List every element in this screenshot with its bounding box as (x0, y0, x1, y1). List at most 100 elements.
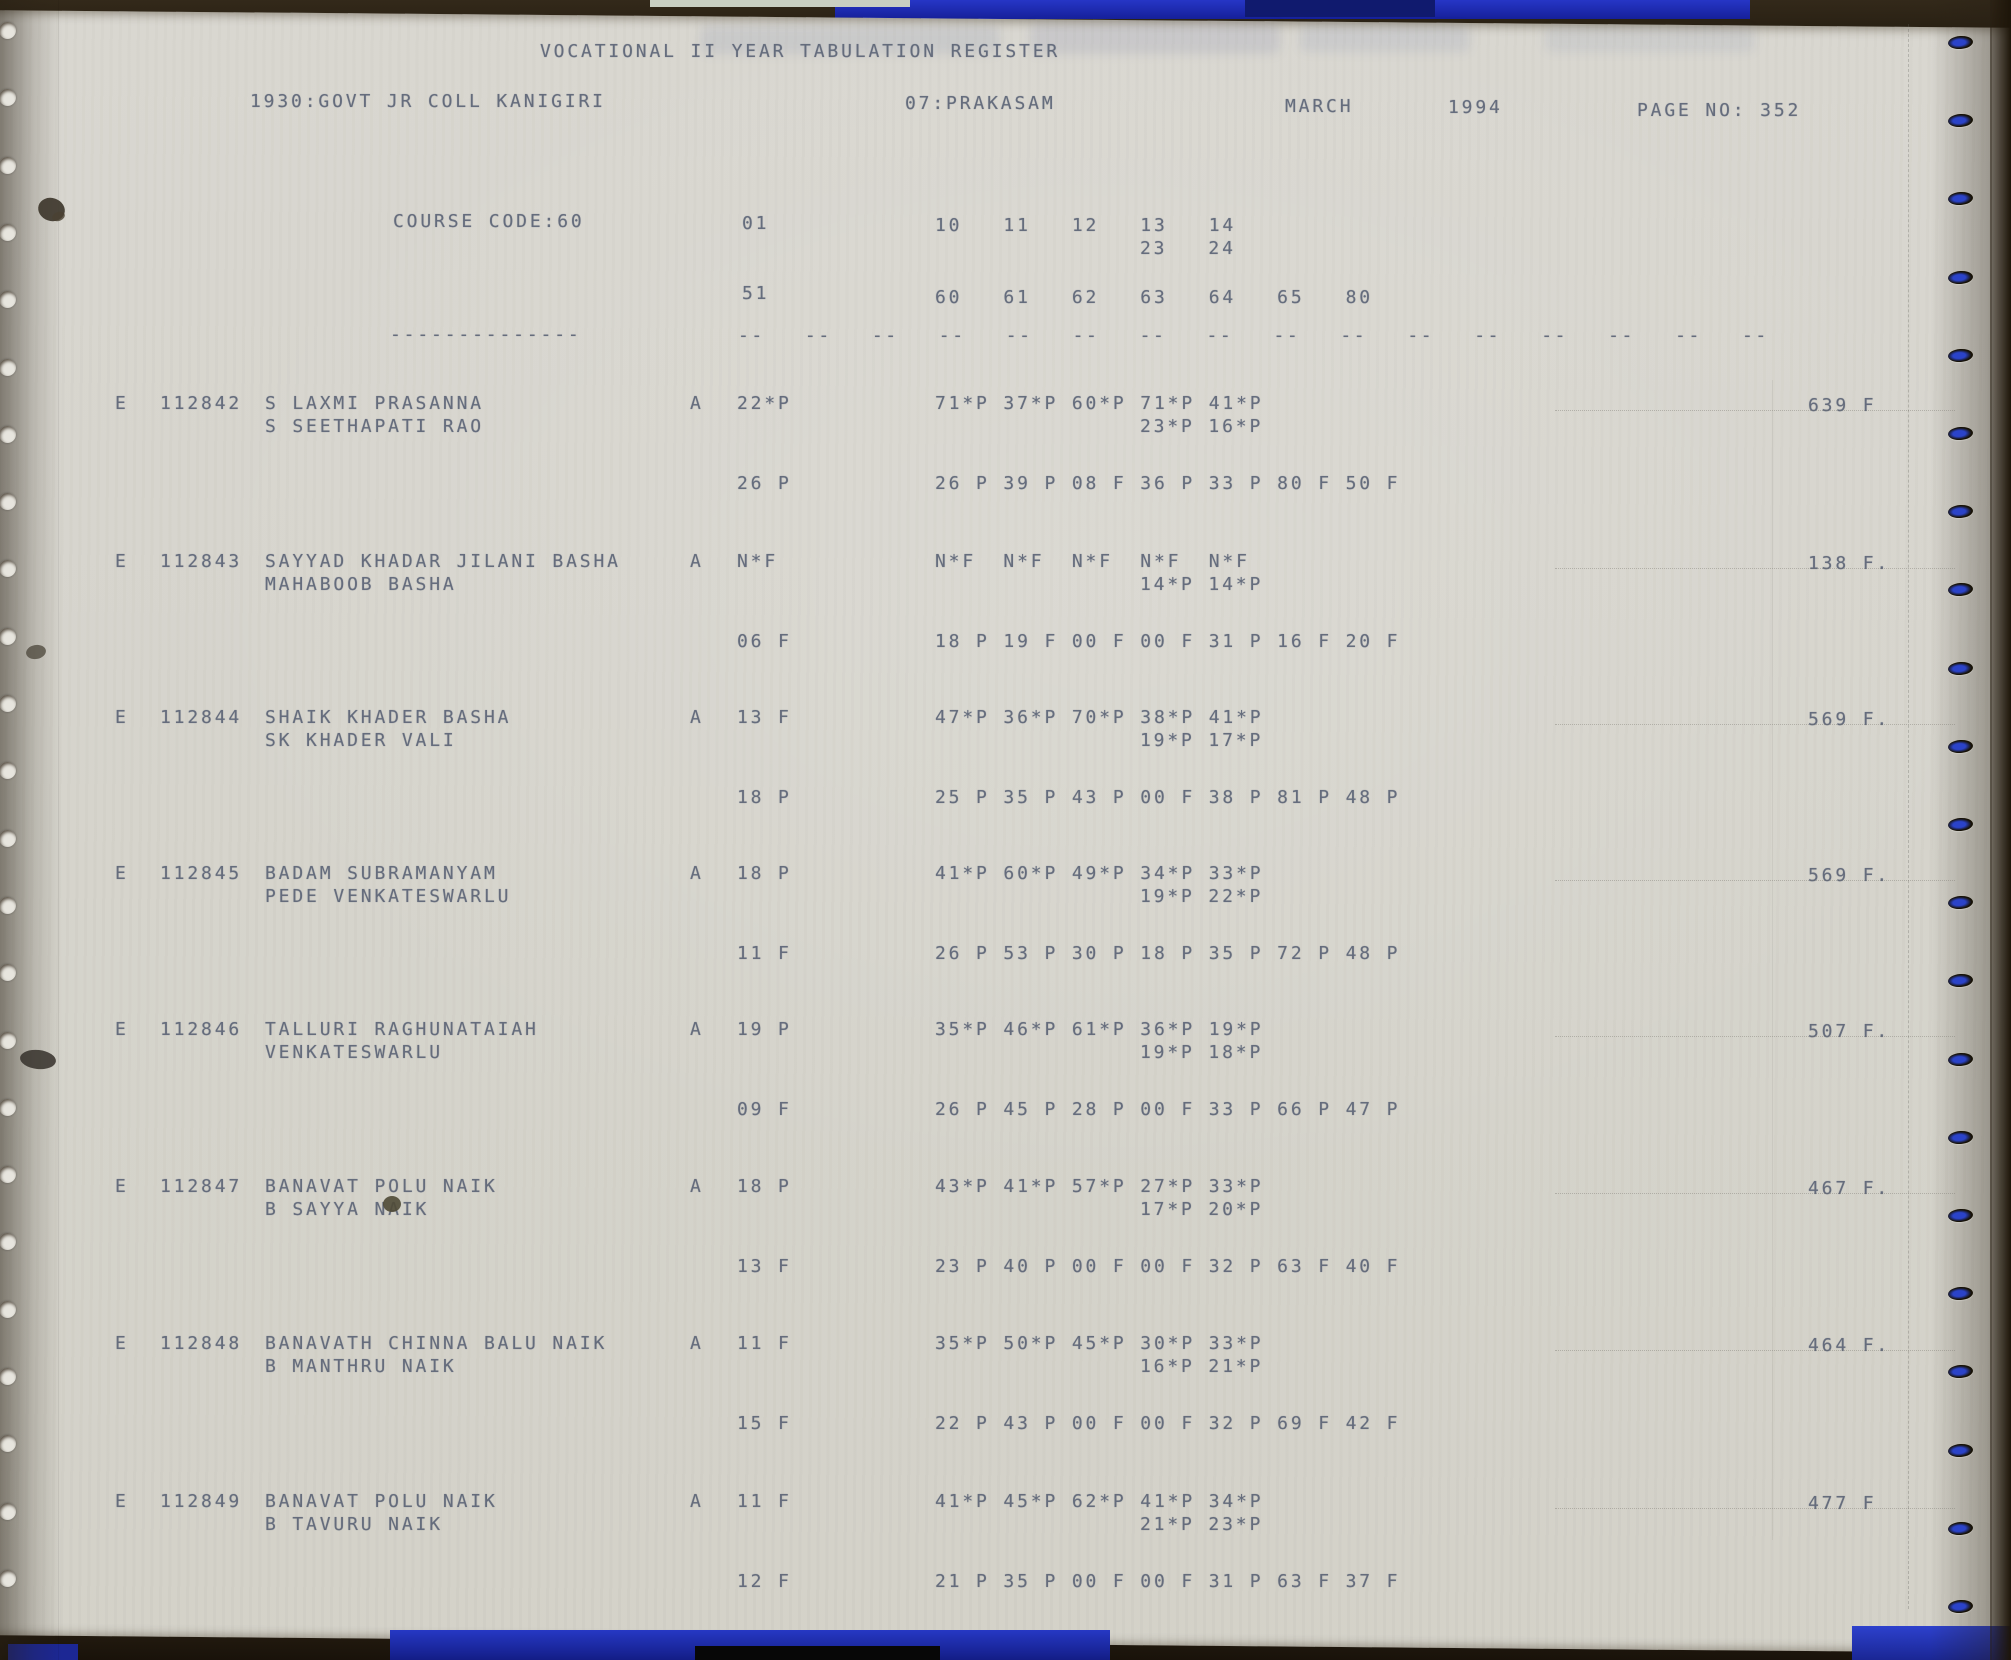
bleedthrough-smudge (1545, 28, 1755, 52)
college-code-name: 1930:GOVT JR COLL KANIGIRI (250, 91, 606, 112)
sprocket-hole (0, 22, 16, 39)
dotted-leader-line (1555, 880, 1955, 881)
first-subject-mark: 18 P (737, 863, 792, 884)
sprocket-hole (0, 223, 16, 241)
sprocket-hole (0, 829, 16, 847)
attendance-flag: A (690, 1019, 704, 1040)
student-record: E 112843 SAYYAD KHADAR JILANI BASHA MAHA… (0, 552, 2011, 672)
separator-dashes-name: -------------- (390, 324, 582, 345)
practical-marks-line: 21 P 35 P 00 F 00 F 31 P 63 F 37 F (935, 1571, 1401, 1592)
practical-marks-line: 22 P 43 P 00 F 00 F 32 P 69 F 42 F (935, 1413, 1401, 1434)
father-name: PEDE VENKATESWARLU (265, 886, 512, 907)
father-name: SK KHADER VALI (265, 730, 457, 751)
first-subject-mark: 11 F (737, 1333, 792, 1354)
father-name: S SEETHAPATI RAO (265, 416, 484, 437)
attendance-flag: A (690, 863, 704, 884)
attendance-flag: A (690, 707, 704, 728)
student-name: S LAXMI PRASANNA (265, 393, 484, 414)
roll-number: 112845 (160, 863, 243, 884)
total-marks: 569 F. (1808, 709, 1891, 730)
subject-cols-row1: 10 11 12 13 14 (935, 215, 1237, 236)
sprocket-hole (1947, 191, 1974, 207)
student-name: BANAVAT POLU NAIK (265, 1491, 498, 1512)
second-row-first-mark: 26 P (737, 473, 792, 494)
course-code-label: COURSE CODE:60 (393, 211, 585, 232)
student-record: E 112842 S LAXMI PRASANNA S SEETHAPATI R… (0, 394, 2011, 514)
second-row-first-mark: 06 F (737, 631, 792, 652)
sprocket-hole (0, 627, 16, 645)
practical-marks-line: 18 P 19 F 00 F 00 F 31 P 16 F 20 F (935, 631, 1401, 652)
exam-flag: E (115, 1333, 129, 1354)
theory-marks-line1: 41*P 60*P 49*P 34*P 33*P (935, 863, 1264, 884)
second-row-first-mark: 13 F (737, 1256, 792, 1277)
theory-marks-line1: 41*P 45*P 62*P 41*P 34*P (935, 1491, 1264, 1512)
first-subject-mark: 22*P (737, 393, 792, 414)
paper-sliver-top (650, 0, 910, 7)
dotted-leader-line (1555, 410, 1955, 411)
sprocket-hole (0, 1569, 16, 1587)
attendance-flag: A (690, 1176, 704, 1197)
faint-fold-line (1772, 380, 1773, 1540)
attendance-flag: A (690, 551, 704, 572)
sprocket-hole (1947, 35, 1974, 50)
sprocket-hole (0, 291, 16, 309)
first-subject-mark: 19 P (737, 1019, 792, 1040)
subject-col-51: 51 (742, 283, 770, 304)
sprocket-hole (0, 358, 16, 376)
blue-cover-dark-patch (1245, 0, 1435, 17)
father-name: B SAYYA NAIK (265, 1199, 430, 1220)
theory-marks-line1: N*F N*F N*F N*F N*F (935, 551, 1250, 572)
sprocket-hole (0, 425, 16, 443)
total-marks: 477 F (1808, 1493, 1877, 1514)
first-subject-mark: N*F (737, 551, 779, 572)
attendance-flag: A (690, 393, 704, 414)
separator-dashes-columns: -- -- -- -- -- -- -- -- -- -- -- -- -- -… (738, 325, 1769, 346)
student-name: SHAIK KHADER BASHA (265, 707, 512, 728)
exam-flag: E (115, 1176, 129, 1197)
theory-marks-line1: 43*P 41*P 57*P 27*P 33*P (935, 1176, 1264, 1197)
sprocket-hole (1947, 269, 1974, 285)
student-record: E 112849 BANAVAT POLU NAIK B TAVURU NAIK… (0, 1492, 2011, 1612)
theory-marks-line1: 35*P 50*P 45*P 30*P 33*P (935, 1333, 1264, 1354)
student-name: SAYYAD KHADAR JILANI BASHA (265, 551, 621, 572)
total-marks: 467 F. (1808, 1178, 1891, 1199)
student-name: TALLURI RAGHUNATAIAH (265, 1019, 539, 1040)
black-strip-bottom (695, 1646, 940, 1660)
practical-marks-line: 26 P 53 P 30 P 18 P 35 P 72 P 48 P (935, 943, 1401, 964)
sprocket-hole (0, 156, 16, 174)
exam-year: 1994 (1448, 97, 1503, 118)
practical-marks-line: 26 P 45 P 28 P 00 F 33 P 66 P 47 P (935, 1099, 1401, 1120)
roll-number: 112843 (160, 551, 243, 572)
practical-marks-line: 26 P 39 P 08 F 36 P 33 P 80 F 50 F (935, 473, 1401, 494)
exam-flag: E (115, 393, 129, 414)
exam-flag: E (115, 551, 129, 572)
student-record: E 112848 BANAVATH CHINNA BALU NAIK B MAN… (0, 1334, 2011, 1454)
dotted-leader-line (1555, 1193, 1955, 1194)
theory-marks-line2: 19*P 17*P (1140, 730, 1264, 751)
bleedthrough-smudge (1300, 26, 1470, 52)
page-number: PAGE NO: 352 (1637, 100, 1802, 121)
attendance-flag: A (690, 1491, 704, 1512)
exam-flag: E (115, 707, 129, 728)
exam-flag: E (115, 863, 129, 884)
theory-marks-line1: 35*P 46*P 61*P 36*P 19*P (935, 1019, 1264, 1040)
subject-col-01: 01 (742, 213, 770, 234)
student-record: E 112844 SHAIK KHADER BASHA SK KHADER VA… (0, 708, 2011, 828)
sprocket-hole (1947, 1286, 1974, 1302)
second-row-first-mark: 18 P (737, 787, 792, 808)
dotted-leader-line (1555, 568, 1955, 569)
subject-cols-row1b: 23 24 (1140, 238, 1236, 259)
theory-marks-line2: 14*P 14*P (1140, 574, 1264, 595)
first-subject-mark: 13 F (737, 707, 792, 728)
total-marks: 507 F. (1808, 1021, 1891, 1042)
student-name: BADAM SUBRAMANYAM (265, 863, 498, 884)
father-name: B MANTHRU NAIK (265, 1356, 457, 1377)
district-code-name: 07:PRAKASAM (905, 93, 1056, 114)
second-row-first-mark: 15 F (737, 1413, 792, 1434)
register-title: VOCATIONAL II YEAR TABULATION REGISTER (540, 41, 1061, 62)
sprocket-hole (0, 1031, 16, 1049)
theory-marks-line2: 21*P 23*P (1140, 1514, 1264, 1535)
roll-number: 112842 (160, 393, 243, 414)
sprocket-hole (1947, 504, 1974, 520)
